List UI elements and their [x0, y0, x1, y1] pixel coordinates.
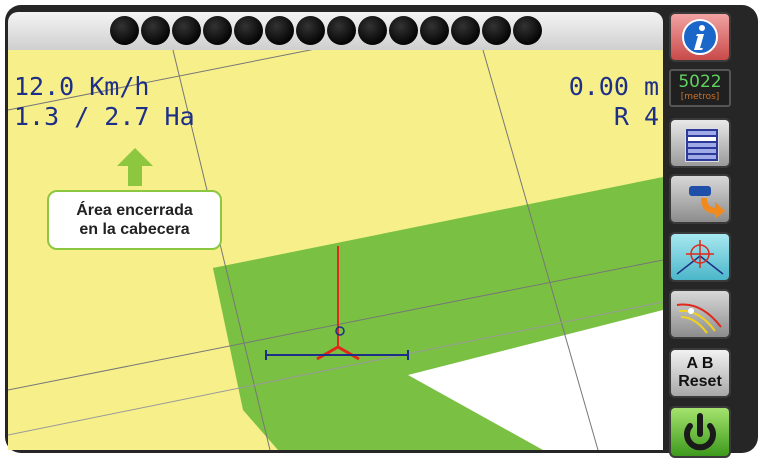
lightbar-led — [389, 16, 418, 45]
menu-screen-icon — [685, 128, 719, 162]
lightbar-led — [141, 16, 170, 45]
info-button[interactable] — [669, 12, 731, 62]
implement-button[interactable] — [669, 174, 731, 224]
counter-unit: [metros] — [680, 92, 720, 102]
guidance-pattern-button[interactable] — [669, 289, 731, 339]
hud-right: 0.00 m R 4 — [569, 72, 659, 132]
lightbar-led — [265, 16, 294, 45]
covered-area-left — [213, 236, 378, 405]
crosshair-icon — [676, 240, 724, 275]
ab-label: A B — [686, 355, 714, 372]
speed-readout: 12.0 Km/h — [14, 72, 150, 101]
lightbar-led — [358, 16, 387, 45]
callout-line-2: en la cabecera — [79, 221, 190, 238]
area-readout: 1.3 / 2.7 Ha — [14, 102, 195, 131]
row-readout: R 4 — [613, 102, 659, 131]
arrow-up-icon — [117, 148, 153, 186]
callout-line-1: Área encerrada — [76, 202, 193, 219]
uncovered-area — [408, 310, 663, 450]
lightbar-led — [451, 16, 480, 45]
grid-line — [8, 50, 313, 111]
grid-line — [8, 259, 663, 391]
reset-label: Reset — [678, 373, 722, 390]
offset-readout: 0.00 m — [568, 72, 659, 101]
screen-menu-button[interactable] — [669, 118, 731, 168]
headland-callout: Área encerrada en la cabecera — [47, 190, 222, 250]
lightbar-led — [110, 16, 139, 45]
lightbar-leds — [110, 16, 542, 46]
lightbar-led — [234, 16, 263, 45]
lightbar — [8, 12, 663, 50]
guidance-map[interactable] — [8, 50, 663, 450]
lightbar-led — [420, 16, 449, 45]
counter-value: 5022 — [678, 72, 722, 92]
lightbar-led — [482, 16, 511, 45]
distance-counter: 5022 [metros] — [669, 69, 731, 107]
power-button[interactable] — [669, 406, 731, 458]
power-icon — [684, 413, 716, 451]
grid-line — [482, 50, 599, 450]
lightbar-led — [327, 16, 356, 45]
map-canvas — [8, 50, 663, 450]
hud-left: 12.0 Km/h 1.3 / 2.7 Ha — [14, 72, 195, 132]
lightbar-led — [513, 16, 542, 45]
pattern-icon — [676, 303, 722, 334]
ab-reset-button[interactable]: A B Reset — [669, 348, 731, 398]
lightbar-led — [203, 16, 232, 45]
grid-line — [172, 50, 271, 450]
view-button[interactable] — [669, 232, 731, 282]
info-icon — [682, 19, 718, 55]
lightbar-led — [296, 16, 325, 45]
grid-line — [8, 301, 663, 436]
lightbar-led — [172, 16, 201, 45]
implement-icon — [689, 186, 725, 219]
gps-antenna — [335, 326, 345, 336]
